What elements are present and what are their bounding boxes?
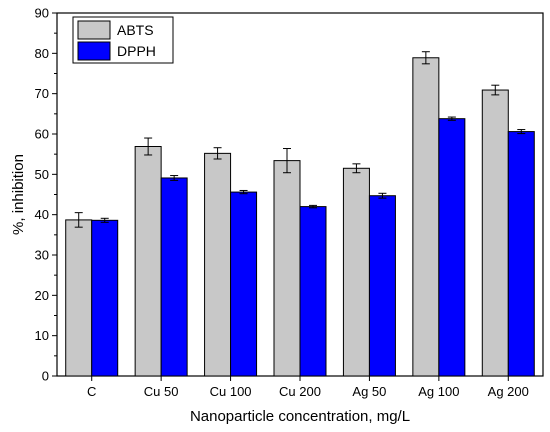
bar-dpph-ag-50 bbox=[368, 195, 396, 377]
bar-dpph-cu-50 bbox=[160, 177, 188, 377]
error-bar-dpph-cu-100 bbox=[239, 189, 248, 195]
legend: ABTS DPPH bbox=[72, 16, 174, 64]
x-tick-label-ag-50: Ag 50 bbox=[352, 384, 386, 399]
error-bar-abts-cu-50 bbox=[144, 137, 153, 156]
x-tick-label-c: C bbox=[87, 384, 96, 399]
y-tick-label-50: 50 bbox=[35, 167, 49, 182]
y-tick-label-20: 20 bbox=[35, 288, 49, 303]
x-tick-label-cu-50: Cu 50 bbox=[144, 384, 179, 399]
x-tick-label-ag-200: Ag 200 bbox=[488, 384, 529, 399]
error-bar-dpph-cu-50 bbox=[170, 175, 179, 181]
error-bar-dpph-ag-50 bbox=[378, 192, 387, 199]
x-tick-label-cu-200: Cu 200 bbox=[279, 384, 321, 399]
y-tick-label-90: 90 bbox=[35, 6, 49, 21]
y-tick-label-40: 40 bbox=[35, 207, 49, 222]
y-tick-label-0: 0 bbox=[42, 369, 49, 384]
error-bar-dpph-ag-100 bbox=[447, 116, 456, 121]
y-tick-label-10: 10 bbox=[35, 328, 49, 343]
error-bar-dpph-cu-200 bbox=[309, 204, 317, 209]
bar-dpph-cu-100 bbox=[230, 191, 258, 377]
error-bar-dpph-c bbox=[100, 217, 109, 223]
y-tick-label-30: 30 bbox=[35, 248, 49, 263]
y-tick-label-60: 60 bbox=[35, 127, 49, 142]
error-bar-dpph-ag-200 bbox=[517, 129, 526, 135]
error-bars-group bbox=[74, 51, 526, 228]
y-axis: 0 10 20 30 40 50 60 70 80 90 bbox=[35, 6, 57, 384]
bar-abts-ag-200 bbox=[481, 89, 509, 377]
bar-abts-c bbox=[65, 219, 93, 377]
legend-swatch-dpph bbox=[77, 41, 111, 61]
bar-abts-cu-200 bbox=[273, 160, 301, 377]
x-axis: C Cu 50 Cu 100 Cu 200 Ag 50 Ag 100 Ag 200 bbox=[87, 376, 529, 399]
x-axis-title: Nanoparticle concentration, mg/L bbox=[190, 408, 410, 425]
bars-group bbox=[65, 57, 535, 377]
bar-abts-ag-50 bbox=[342, 167, 370, 377]
error-bar-abts-ag-50 bbox=[352, 163, 361, 174]
y-tick-label-70: 70 bbox=[35, 86, 49, 101]
x-tick-label-cu-100: Cu 100 bbox=[210, 384, 252, 399]
bar-dpph-cu-200 bbox=[299, 206, 327, 377]
bar-dpph-ag-100 bbox=[438, 118, 466, 377]
bar-abts-cu-50 bbox=[134, 146, 162, 377]
error-bar-abts-cu-200 bbox=[283, 148, 291, 174]
bar-abts-cu-100 bbox=[204, 152, 232, 377]
error-bar-abts-ag-200 bbox=[491, 84, 500, 96]
bar-dpph-ag-200 bbox=[507, 131, 535, 377]
legend-label-abts: ABTS bbox=[117, 22, 154, 38]
y-tick-label-80: 80 bbox=[35, 46, 49, 61]
legend-swatch-abts bbox=[77, 20, 111, 40]
y-axis-title: %, inhibition bbox=[10, 154, 27, 235]
bar-abts-ag-100 bbox=[412, 57, 440, 377]
legend-label-dpph: DPPH bbox=[117, 43, 156, 59]
error-bar-abts-c bbox=[74, 212, 83, 228]
x-tick-label-ag-100: Ag 100 bbox=[418, 384, 459, 399]
bar-dpph-c bbox=[91, 219, 119, 377]
error-bar-abts-ag-100 bbox=[421, 51, 430, 65]
error-bar-abts-cu-100 bbox=[213, 147, 222, 160]
